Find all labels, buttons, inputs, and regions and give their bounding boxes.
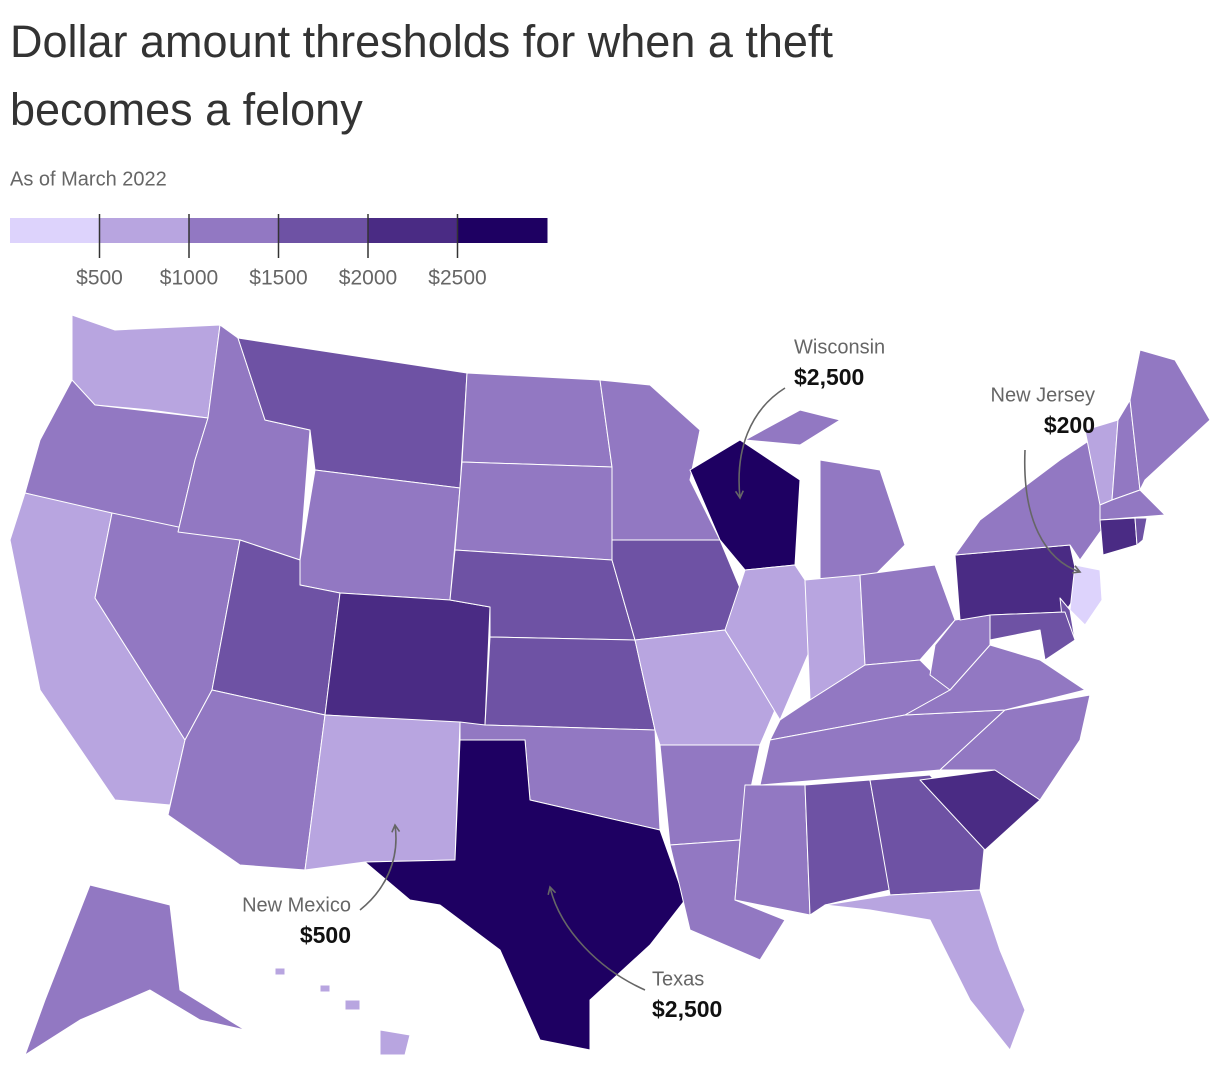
legend-swatch [457, 218, 548, 243]
state [724, 564, 811, 721]
state [929, 614, 991, 691]
chart-title: becomes a felony [10, 84, 363, 135]
state [954, 439, 1106, 561]
state [744, 409, 906, 581]
state [869, 774, 986, 896]
state [1099, 489, 1166, 521]
chart-title: Dollar amount thresholds for when a thef… [10, 16, 833, 67]
legend-swatch [368, 218, 458, 243]
state [599, 379, 721, 541]
legend-swatch [278, 218, 369, 243]
annotation-arrow [738, 387, 786, 499]
legend-tick-label: $500 [76, 267, 123, 290]
legend-tick-label: $2000 [339, 267, 397, 290]
annotation-arrow [549, 886, 646, 991]
legend-swatch [10, 218, 100, 243]
annotation-value: $500 [300, 922, 351, 948]
state [274, 967, 411, 1056]
legend-swatch [99, 218, 190, 243]
annotation-name: Texas [652, 968, 704, 990]
annotation-value: $2,500 [652, 996, 722, 1022]
annotation-name: New Mexico [242, 894, 351, 916]
state [1129, 349, 1211, 491]
annotation-arrowhead [547, 885, 557, 895]
annotation-value: $200 [1044, 412, 1095, 438]
annotation-arrow [359, 824, 397, 911]
state [989, 611, 1076, 661]
state [859, 564, 956, 666]
legend-swatch [189, 218, 279, 243]
annotation-arrowhead [1071, 565, 1082, 574]
state [1099, 517, 1138, 556]
state [1069, 564, 1103, 626]
state [461, 372, 613, 468]
state [824, 889, 1026, 1051]
annotation-name: New Jersey [991, 384, 1095, 406]
legend-tick-label: $2500 [428, 267, 486, 290]
state [24, 884, 246, 1056]
state [304, 714, 461, 871]
legend: $500 $1000 $1500 $2000 $2500 [10, 214, 548, 290]
annotation-value: $2,500 [794, 364, 864, 390]
state [324, 592, 491, 726]
state [299, 469, 461, 601]
annotation-arrowhead [734, 490, 744, 500]
state [454, 461, 613, 561]
states [9, 314, 1211, 1056]
annotation-arrowhead [391, 823, 401, 833]
state [611, 539, 746, 641]
state [734, 784, 811, 916]
state [364, 739, 686, 1051]
chart-subtitle: As of March 2022 [10, 168, 167, 190]
state [484, 636, 656, 731]
annotations: Wisconsin $2,500 New Jersey $200 New Mexico $… [242, 336, 1095, 1022]
state [804, 779, 891, 916]
state [1134, 517, 1148, 546]
legend-tick-label: $1000 [160, 267, 218, 290]
legend-tick-label: $1500 [249, 267, 307, 290]
state [71, 314, 221, 419]
annotation-name: Wisconsin [794, 336, 885, 358]
annotation-arrow [1023, 449, 1081, 573]
